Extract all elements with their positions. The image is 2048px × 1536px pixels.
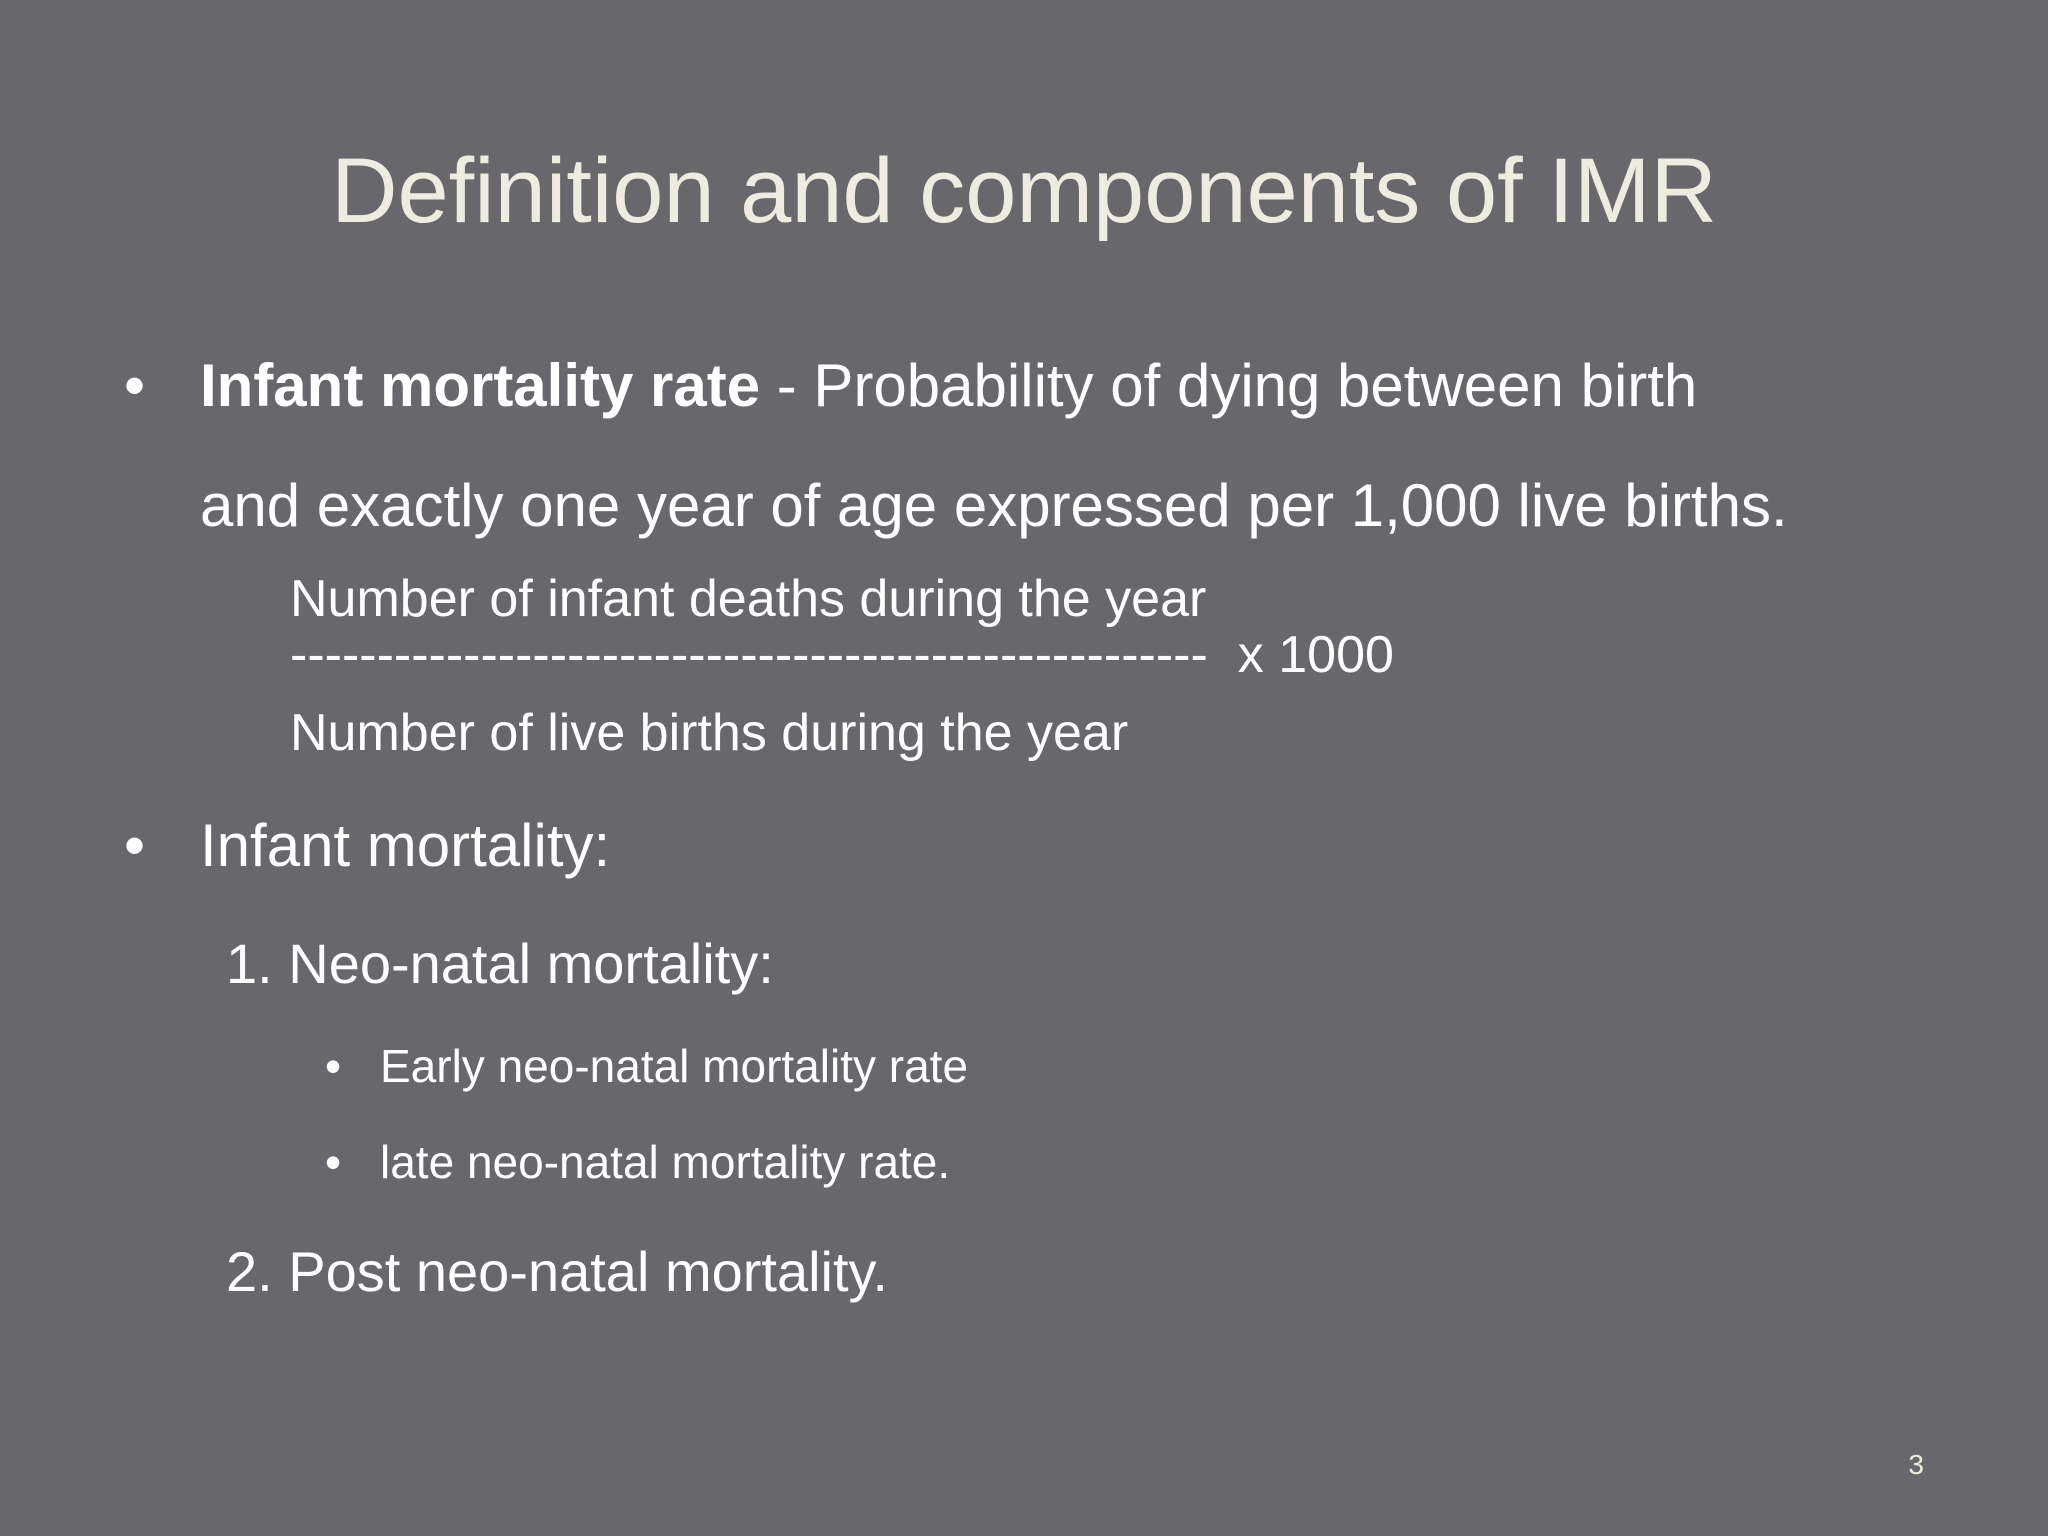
numbered-item-1: 1. Neo-natal mortality: [226, 932, 774, 995]
sub-bullet-text: late neo-natal mortality rate. [380, 1136, 951, 1188]
definition-text: - Probability of dying between birth [760, 352, 1698, 419]
formula-denominator: Number of live births during the year [290, 704, 1129, 762]
bullet-marker: • [124, 352, 146, 419]
bullet-2-text: Infant mortality: [200, 812, 611, 879]
formula-divider-line: ----------------------------------------… [290, 626, 1208, 684]
bullet-1-line-2: and exactly one year of age expressed pe… [200, 472, 1788, 539]
sub-bullet-marker: • [325, 1040, 342, 1092]
bullet-marker: • [124, 812, 146, 879]
slide-title: Definition and components of IMR [331, 140, 1717, 242]
formula-multiplier: x 1000 [1237, 626, 1394, 684]
formula-divider: ----------------------------------------… [290, 624, 1394, 686]
numbered-item-2: 2. Post neo-natal mortality. [226, 1240, 888, 1303]
bullet-1-line-1: Infant mortality rate - Probability of d… [200, 350, 1697, 422]
sub-bullet-text: Early neo-natal mortality rate [380, 1040, 969, 1092]
sub-bullet-marker: • [325, 1136, 342, 1188]
term-infant-mortality-rate: Infant mortality rate [200, 352, 761, 419]
page-number: 3 [1908, 1449, 1924, 1480]
formula-numerator: Number of infant deaths during the year [290, 570, 1207, 628]
